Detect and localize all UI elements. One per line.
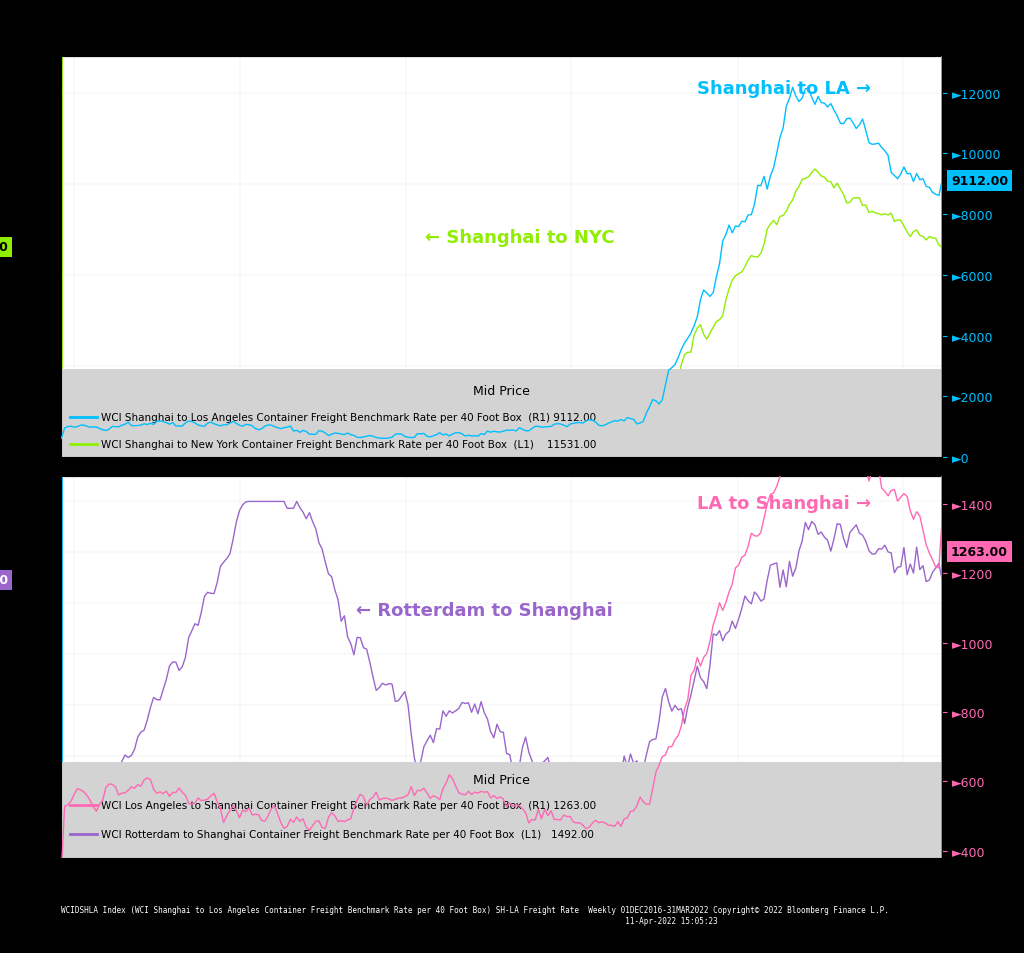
Text: LA to Shanghai →: LA to Shanghai → — [696, 495, 870, 512]
Text: WCIDSHLA Index (WCI Shanghai to Los Angeles Container Freight Benchmark Rate per: WCIDSHLA Index (WCI Shanghai to Los Ange… — [61, 905, 889, 924]
Text: 1492.00: 1492.00 — [0, 574, 8, 587]
Text: 1263.00: 1263.00 — [951, 545, 1008, 558]
Text: ← Rotterdam to Shanghai: ← Rotterdam to Shanghai — [355, 601, 612, 618]
Text: 9112.00: 9112.00 — [951, 174, 1008, 188]
Text: ← Shanghai to NYC: ← Shanghai to NYC — [425, 229, 614, 246]
Text: Shanghai to LA →: Shanghai to LA → — [696, 80, 870, 98]
Text: 11531.00: 11531.00 — [0, 241, 8, 254]
